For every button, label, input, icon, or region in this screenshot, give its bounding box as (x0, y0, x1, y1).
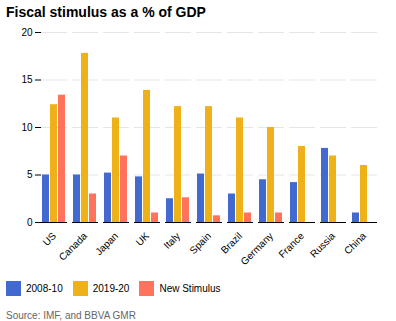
html-text:2019-20: 2019-20 (92, 283, 130, 294)
svg-text:China: China (342, 230, 369, 257)
svg-text:Italy: Italy (161, 230, 182, 251)
svg-text:UK: UK (134, 230, 152, 248)
html-text:Fiscal stimulus as a % of GDP: Fiscal stimulus as a % of GDP (6, 4, 206, 20)
svg-text:France: France (276, 230, 306, 260)
svg-text:10: 10 (21, 122, 33, 133)
svg-text:Russia: Russia (308, 230, 338, 260)
html-text:New Stimulus: New Stimulus (159, 283, 221, 294)
svg-text:US: US (41, 230, 59, 248)
svg-text:0: 0 (27, 217, 33, 228)
svg-text:Canada: Canada (57, 230, 90, 263)
html-text:Source: IMF, and BBVA GMR: Source: IMF, and BBVA GMR (6, 310, 136, 321)
svg-text:15: 15 (21, 74, 33, 85)
html-text:2008-10: 2008-10 (26, 283, 63, 294)
svg-text:Brazil: Brazil (219, 230, 244, 255)
svg-text:Spain: Spain (187, 230, 213, 256)
svg-text:20: 20 (21, 27, 33, 38)
svg-text:Japan: Japan (93, 230, 120, 257)
svg-text:5: 5 (27, 169, 33, 180)
svg-text:Germany: Germany (238, 230, 275, 267)
